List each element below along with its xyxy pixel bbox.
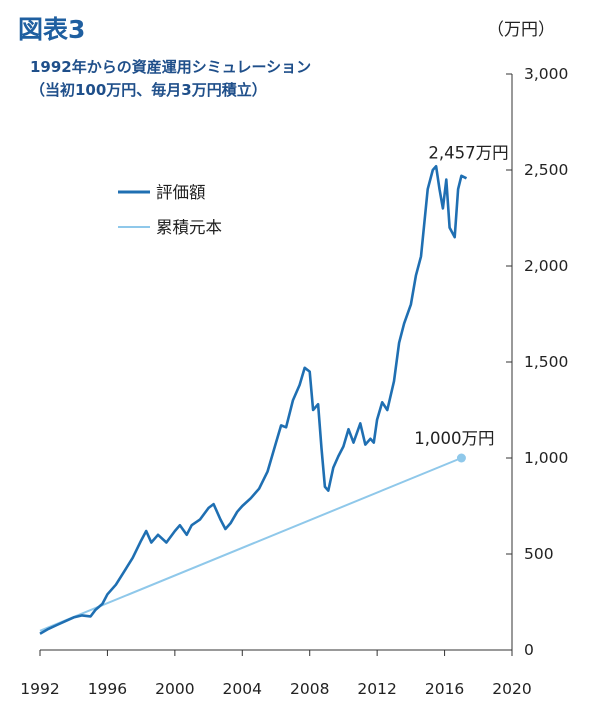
series-line-principal bbox=[39, 457, 462, 632]
annotations: 2,457万円 1,000万円 bbox=[414, 143, 508, 448]
series-line-value bbox=[39, 164, 468, 635]
legend-label-principal: 累積元本 bbox=[156, 218, 222, 237]
y-tick-label: 500 bbox=[524, 545, 554, 563]
y-tick-label: 2,500 bbox=[524, 161, 568, 179]
x-tick-label: 2000 bbox=[155, 680, 194, 698]
x-tick-label: 2012 bbox=[357, 680, 396, 698]
x-tick-label: 1996 bbox=[88, 680, 127, 698]
series-layer bbox=[39, 164, 468, 635]
figure-label: 図表3 bbox=[18, 15, 85, 44]
y-tick-label: 1,500 bbox=[524, 353, 568, 371]
annotation-final-principal: 1,000万円 bbox=[414, 429, 494, 448]
x-tick-label: 2004 bbox=[223, 680, 262, 698]
y-tick-label: 3,000 bbox=[524, 65, 568, 83]
legend: 評価額 累積元本 bbox=[118, 183, 222, 237]
x-tick-label: 2008 bbox=[290, 680, 329, 698]
legend-label-value: 評価額 bbox=[156, 183, 206, 202]
annotation-final-value: 2,457万円 bbox=[428, 143, 508, 162]
y-tick-label: 1,000 bbox=[524, 449, 568, 467]
x-tick-label: 2016 bbox=[425, 680, 464, 698]
axes: 1992 1996 2000 2004 2008 2012 2016 2020 0 500 1,00… bbox=[20, 65, 568, 698]
x-tick-label: 2020 bbox=[492, 680, 531, 698]
y-tick-label: 0 bbox=[524, 641, 534, 659]
chart-title-line1: 1992年からの資産運用シミュレーション bbox=[30, 58, 311, 76]
chart-title-line2: （当初100万円、毎月3万円積立） bbox=[30, 81, 267, 99]
y-tick-label: 2,000 bbox=[524, 257, 568, 275]
series-end-marker-principal bbox=[456, 453, 466, 463]
x-tick-label: 1992 bbox=[20, 680, 59, 698]
unit-label: （万円） bbox=[487, 20, 555, 40]
